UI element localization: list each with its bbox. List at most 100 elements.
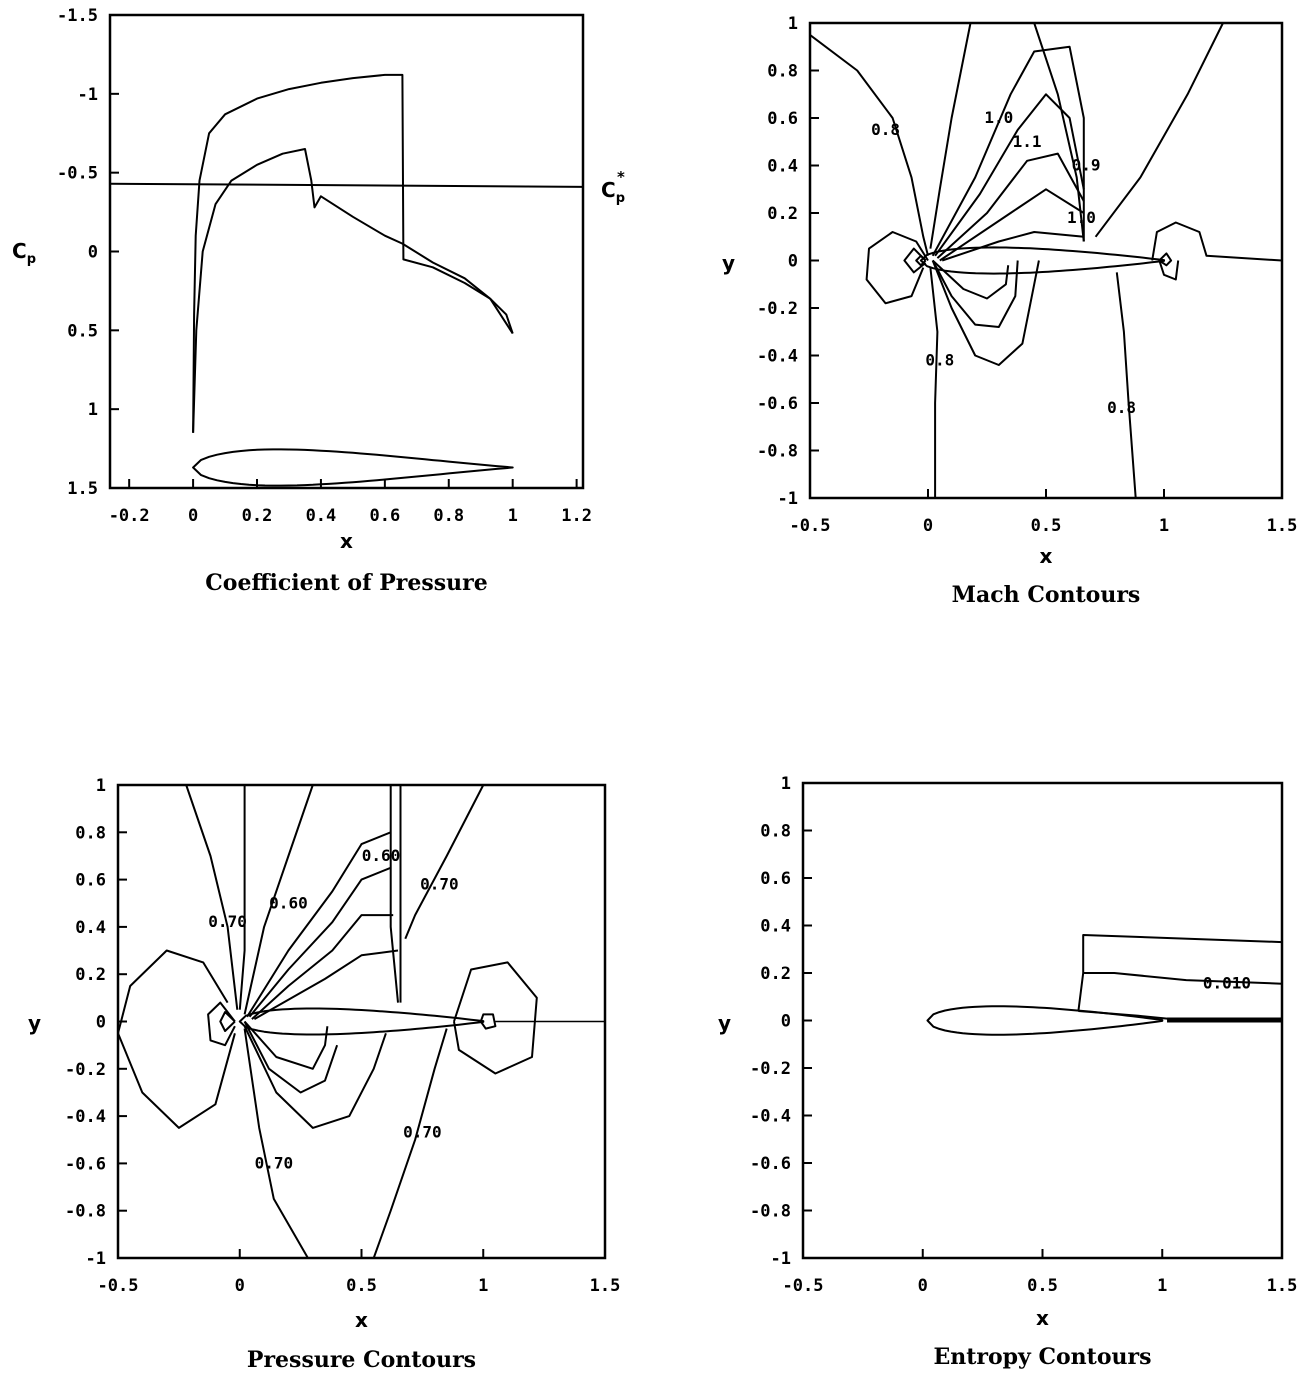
y-tick-label: 0.8 xyxy=(760,822,791,842)
contour-line xyxy=(915,254,927,267)
airfoil xyxy=(919,246,1165,275)
contour-label: 1.0 xyxy=(984,108,1013,127)
y-tick-label: 1 xyxy=(788,14,798,34)
y-tick-label: 0 xyxy=(788,252,798,272)
contour-line xyxy=(117,949,229,1034)
y-tick-label: -1 xyxy=(778,489,798,509)
y-tick-label: -1.5 xyxy=(57,6,98,26)
contour-label: 0.8 xyxy=(871,120,900,139)
y-tick-label: -0.2 xyxy=(750,1059,791,1079)
y-tick-label: -0.6 xyxy=(65,1154,106,1174)
y-tick-label: 0.2 xyxy=(75,965,106,985)
x-tick-label: 0.8 xyxy=(433,506,464,526)
y-tick-label: -0.4 xyxy=(757,347,798,367)
chart-title: Coefficient of Pressure xyxy=(205,570,487,596)
cp-star-label: Cp * xyxy=(601,168,625,206)
chart-title: Entropy Contours xyxy=(933,1344,1151,1370)
contour-line xyxy=(251,914,394,1020)
contour-line xyxy=(248,866,392,1018)
contour-line xyxy=(479,1013,497,1030)
contour-line xyxy=(389,785,399,1003)
x-tick-label: 1.5 xyxy=(1267,516,1298,536)
plot-frame xyxy=(108,13,585,490)
cp-star-line xyxy=(109,182,584,188)
cp-star-main: C xyxy=(601,178,616,202)
y-tick-label: 0.8 xyxy=(75,823,106,843)
x-tick-label: 1.5 xyxy=(590,1276,621,1296)
contour-line xyxy=(941,231,1084,262)
contour-line xyxy=(903,247,927,274)
y-tick-label: -1 xyxy=(78,85,98,105)
x-tick-label: 0.6 xyxy=(369,506,400,526)
x-tick-label: 1 xyxy=(508,506,518,526)
contour-label: 0.60 xyxy=(269,893,308,912)
y-tick-label: 0.6 xyxy=(760,869,791,889)
entropy-contour-outer xyxy=(1077,934,1283,1012)
x-tick-label: 0.5 xyxy=(346,1276,377,1296)
y-tick-label: 0 xyxy=(88,243,98,263)
x-tick-label: -0.5 xyxy=(783,1276,824,1296)
contour-line xyxy=(809,34,929,257)
x-tick-labels: -0.5 0 0.5 1 1.5 xyxy=(783,1249,1298,1296)
y-tick-label: 0.2 xyxy=(760,964,791,984)
x-tick-label: -0.5 xyxy=(98,1276,139,1296)
contour-line xyxy=(243,1020,329,1070)
panel-mach: -0.5 0 0.5 1 1.5 1 0.8 0.6 0.4 0.2 0 -0.2 -0.4 -0.6 -… xyxy=(722,14,1297,608)
y-tick-label: -0.5 xyxy=(57,164,98,184)
contour-line xyxy=(243,1021,339,1094)
contour-line xyxy=(404,784,485,940)
y-tick-label: -0.6 xyxy=(750,1154,791,1174)
cp-series-2 xyxy=(192,148,514,433)
y-tick-label: -0.2 xyxy=(757,299,798,319)
contour-line xyxy=(931,260,1040,366)
contour-line xyxy=(1158,260,1180,281)
y-tick-label: 0 xyxy=(96,1013,106,1033)
contour-line xyxy=(939,188,1085,262)
x-tick-label: 0.5 xyxy=(1027,1276,1058,1296)
y-tick-label: 0.6 xyxy=(75,871,106,891)
contour-line xyxy=(117,1032,236,1129)
contour-line xyxy=(931,260,1019,328)
y-axis-label: y xyxy=(28,1011,41,1035)
y-tick-label: -0.6 xyxy=(757,394,798,414)
y-tick-label: -1 xyxy=(86,1249,106,1269)
x-axis-label: x xyxy=(355,1308,368,1332)
x-tick-label: 0 xyxy=(918,1276,928,1296)
y-tick-label: -0.8 xyxy=(65,1202,106,1222)
contour-label: 0.8 xyxy=(1107,398,1136,417)
contour-line xyxy=(243,784,314,1015)
x-tick-label: 1 xyxy=(1159,516,1169,536)
x-tick-labels: -0.5 0 0.5 1 1.5 xyxy=(98,1249,621,1296)
contour-line xyxy=(934,93,1085,257)
y-tick-labels: 1 0.8 0.6 0.4 0.2 0 -0.2 -0.4 -0.6 -0.8 -1 xyxy=(750,774,812,1269)
y-axis-label: y xyxy=(722,251,735,275)
x-axis-label: x xyxy=(1036,1306,1049,1330)
x-tick-labels: -0.2 0 0.2 0.4 0.6 0.8 1 1.2 xyxy=(109,479,592,526)
x-axis-label: x xyxy=(1040,544,1053,568)
x-tick-label: 0 xyxy=(923,516,933,536)
y-tick-label: -0.8 xyxy=(757,442,798,462)
contour-line xyxy=(931,45,1085,257)
contour-line xyxy=(219,1011,236,1032)
x-tick-label: 1 xyxy=(478,1276,488,1296)
x-tick-label: -0.5 xyxy=(790,516,831,536)
y-tick-label: -1 xyxy=(771,1249,791,1269)
y-tick-label: 1 xyxy=(781,774,791,794)
y-tick-label: 1 xyxy=(96,776,106,796)
x-tick-label: 1.5 xyxy=(1267,1276,1298,1296)
contour-label: 1.0 xyxy=(1067,208,1096,227)
y-tick-label: 0.4 xyxy=(767,157,798,177)
mach-contour-lines xyxy=(809,22,1283,499)
contour-label: 0.60 xyxy=(362,846,401,865)
contour-line xyxy=(932,259,1010,300)
x-tick-label: 0 xyxy=(235,1276,245,1296)
panel-cp: -0.2 0 0.2 0.4 0.6 0.8 1 1.2 -1.5 -1 -0.5 0 0.5 1 1.5… xyxy=(12,6,625,596)
cp-curves xyxy=(109,73,584,487)
contour-line xyxy=(1094,22,1224,238)
contour-line xyxy=(1151,221,1283,262)
x-tick-label: 0.4 xyxy=(306,506,337,526)
chart-title: Pressure Contours xyxy=(247,1347,476,1373)
contour-line xyxy=(243,1025,387,1129)
entropy-contour-0010 xyxy=(1083,972,1283,985)
y-tick-label: 0.8 xyxy=(767,62,798,82)
